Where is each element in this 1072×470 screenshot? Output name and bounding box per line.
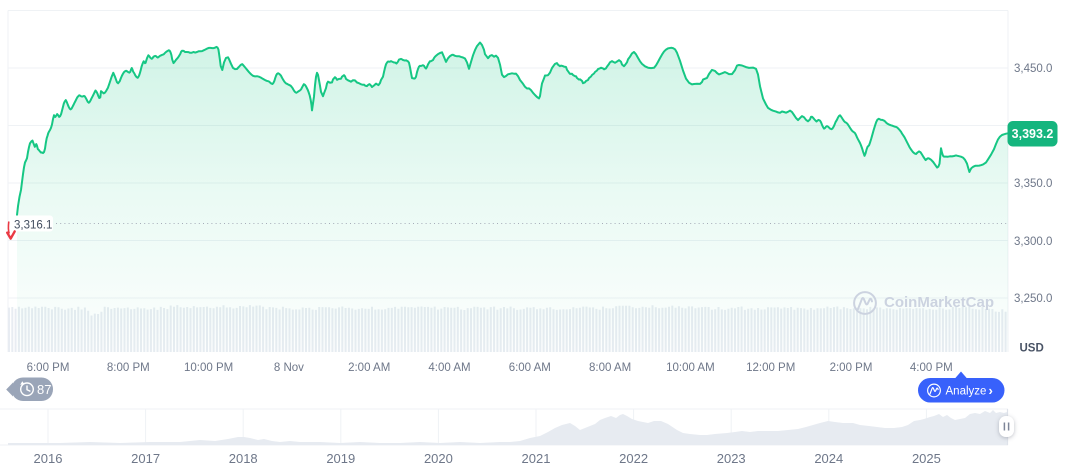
svg-text:2:00 PM: 2:00 PM <box>830 362 873 374</box>
svg-text:8:00 PM: 8:00 PM <box>107 362 150 374</box>
svg-text:2017: 2017 <box>131 451 160 466</box>
svg-text:2:00 AM: 2:00 AM <box>348 362 390 374</box>
svg-text:2025: 2025 <box>912 451 941 466</box>
svg-text:CoinMarketCap: CoinMarketCap <box>884 294 994 311</box>
svg-text:Analyze: Analyze <box>946 386 987 398</box>
svg-text:2020: 2020 <box>424 451 453 466</box>
svg-text:2023: 2023 <box>717 451 746 466</box>
svg-text:87: 87 <box>37 382 51 397</box>
svg-text:USD: USD <box>1020 343 1044 355</box>
svg-text:4:00 PM: 4:00 PM <box>910 362 953 374</box>
svg-text:10:00 AM: 10:00 AM <box>666 362 715 374</box>
svg-text:2024: 2024 <box>814 451 843 466</box>
svg-text:3,393.2: 3,393.2 <box>1012 127 1054 141</box>
svg-text:6:00 PM: 6:00 PM <box>27 362 70 374</box>
svg-text:3,300.0: 3,300.0 <box>1014 236 1052 248</box>
svg-text:6:00 AM: 6:00 AM <box>509 362 551 374</box>
svg-text:2016: 2016 <box>34 451 63 466</box>
svg-text:2019: 2019 <box>326 451 355 466</box>
svg-text:8 Nov: 8 Nov <box>274 362 304 374</box>
svg-text:3,350.0: 3,350.0 <box>1014 178 1052 190</box>
svg-text:2018: 2018 <box>229 451 258 466</box>
svg-text:12:00 PM: 12:00 PM <box>746 362 795 374</box>
svg-text:2022: 2022 <box>619 451 648 466</box>
svg-text:2021: 2021 <box>522 451 551 466</box>
svg-text:10:00 PM: 10:00 PM <box>184 362 233 374</box>
svg-text:3,316.1: 3,316.1 <box>14 220 52 232</box>
svg-text:3,450.0: 3,450.0 <box>1014 63 1052 75</box>
svg-text:3,250.0: 3,250.0 <box>1014 293 1052 305</box>
svg-text:›: › <box>989 383 993 398</box>
svg-text:8:00 AM: 8:00 AM <box>589 362 631 374</box>
svg-text:4:00 AM: 4:00 AM <box>428 362 470 374</box>
